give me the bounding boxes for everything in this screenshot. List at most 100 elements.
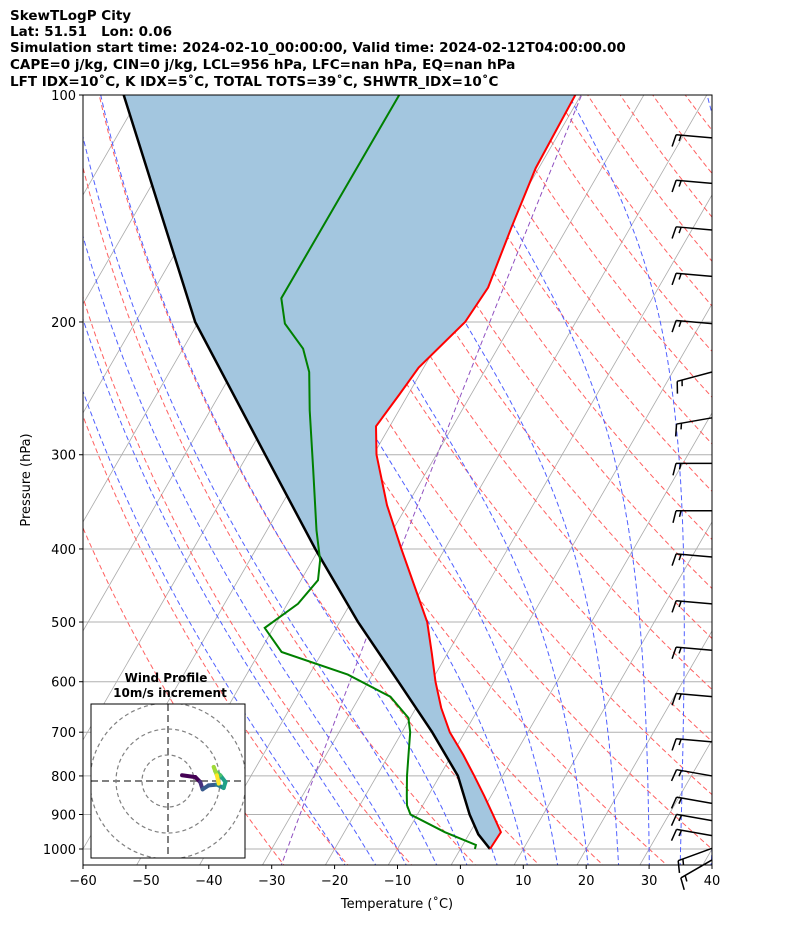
x-tick-label: 20: [578, 874, 595, 889]
isotherm-line: [387, 303, 712, 865]
barb-feather: [672, 463, 677, 476]
x-tick-label: −40: [195, 874, 222, 889]
barb-staff: [676, 599, 713, 605]
isotherm-line: [639, 739, 712, 865]
y-tick-label: 400: [51, 543, 76, 558]
dry-adiabat-line: [489, 95, 712, 398]
moist-adiabat-line: [83, 234, 407, 865]
axes: −60 −50 −40 −30 −20 −10 0 10 20 30 40 100 200 300 400 5…: [43, 89, 720, 889]
barb-feather: [671, 180, 677, 193]
barb-staff: [676, 226, 713, 231]
barb-half-feather: [678, 554, 682, 561]
wind-barb: [671, 272, 713, 286]
x-tick-label: 0: [456, 874, 464, 889]
background-lines: [0, 78, 712, 868]
barb-feather: [674, 424, 678, 437]
y-tick-label: 100: [51, 89, 76, 104]
isotherm-line: [702, 848, 712, 865]
title-line-2: Lat: 51.51 Lon: 0.06: [10, 24, 172, 40]
barb-half-feather: [678, 814, 683, 822]
dry-adiabat-line: [391, 95, 712, 541]
isotherm-line: [450, 412, 712, 865]
barb-half-feather: [678, 770, 683, 777]
barb-half-feather: [678, 693, 682, 701]
moist-adiabat-line: [706, 95, 712, 865]
temperature-line: [374, 95, 577, 850]
barb-feather: [680, 877, 685, 891]
barb-feather: [671, 134, 677, 147]
barb-half-feather: [678, 273, 682, 280]
wind-barb: [676, 371, 713, 394]
barb-feather: [671, 600, 677, 613]
barb-staff: [676, 813, 713, 822]
moist-adiabat-line: [344, 95, 620, 865]
barb-half-feather: [678, 600, 682, 608]
wind-barb: [677, 847, 713, 874]
y-tick-label: 1000: [43, 843, 76, 858]
isotherm-line: [576, 630, 712, 865]
barb-feather: [671, 693, 677, 706]
y-axis-label: Pressure (hPa): [19, 433, 34, 526]
moist-adiabat-line: [83, 317, 377, 865]
hodograph-title: Wind Profile: [125, 671, 208, 685]
wind-barb: [671, 646, 713, 660]
barb-half-feather: [684, 875, 688, 882]
barb-feather: [671, 320, 677, 333]
hodograph-inset: Wind Profile 10m/s increment: [90, 671, 246, 859]
barb-feather: [670, 796, 678, 809]
wind-barb: [680, 859, 713, 891]
barb-staff: [676, 646, 713, 651]
wind-barb: [672, 510, 712, 523]
barb-half-feather: [678, 227, 682, 234]
barb-staff: [676, 692, 713, 698]
barb-feather: [670, 829, 678, 841]
wind-barb: [671, 599, 713, 613]
wind-barb: [671, 737, 713, 751]
wind-barb: [671, 692, 713, 706]
barb-staff: [676, 553, 713, 558]
isotherm-line: [0, 78, 87, 868]
hodograph-frame: [90, 703, 246, 859]
x-tick-label: −60: [69, 874, 96, 889]
isotherm-line: [199, 95, 645, 865]
isotherm-line: [324, 194, 712, 865]
moist-adiabat-line: [270, 95, 589, 865]
barb-feather: [671, 553, 677, 566]
x-tick-label: −30: [258, 874, 285, 889]
barb-half-feather: [678, 829, 683, 837]
wind-barb: [670, 813, 713, 826]
barb-half-feather: [678, 134, 682, 142]
dry-adiabat-line: [521, 95, 712, 353]
moist-adiabat-line: [83, 389, 346, 865]
y-tick-label: 800: [51, 770, 76, 785]
dry-adiabat-line: [261, 95, 712, 743]
profiles: [122, 95, 577, 850]
y-tick-label: 900: [51, 808, 76, 823]
dry-adiabat-line: [83, 165, 477, 865]
hodograph-subtitle: 10m/s increment: [113, 686, 227, 700]
barb-staff: [677, 847, 713, 862]
barb-half-feather: [678, 510, 682, 517]
dry-adiabat-line: [456, 95, 712, 445]
x-axis-label: Temperature (˚C): [340, 896, 453, 912]
moist-adiabat-line: [100, 95, 468, 865]
x-tick-label: 40: [704, 874, 721, 889]
y-tick-label: 700: [51, 726, 76, 741]
barb-half-feather: [678, 180, 682, 187]
dry-adiabat-line: [587, 95, 712, 263]
moist-adiabat-line: [567, 95, 685, 865]
barb-feather: [671, 738, 677, 751]
wind-barb: [670, 768, 713, 782]
title-line-3: Simulation start time: 2024-02-10_00:00:…: [10, 40, 626, 56]
barb-staff: [676, 134, 713, 139]
isotherm-line: [262, 95, 708, 865]
barb-half-feather: [678, 320, 682, 327]
dewpoint-line: [263, 95, 478, 850]
dry-adiabat-line: [619, 95, 712, 218]
barb-feather: [671, 226, 677, 239]
dry-adiabat-line: [359, 95, 712, 590]
barb-staff: [676, 319, 713, 325]
wind-barb: [671, 226, 713, 239]
